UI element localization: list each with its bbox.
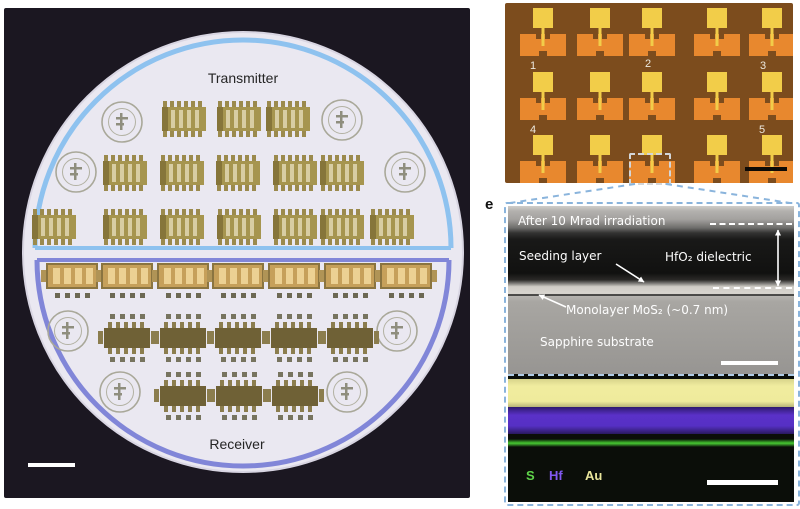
wafer-edge xyxy=(22,31,464,473)
chip-group xyxy=(160,209,204,245)
chip-group xyxy=(321,314,379,362)
thickness-dash-bottom xyxy=(713,287,792,289)
chip-group xyxy=(98,314,156,362)
gold-au-band xyxy=(508,379,794,407)
receiver-label: Receiver xyxy=(209,436,265,452)
device-micrograph: 1 2 3 4 5 xyxy=(505,3,795,185)
mos2-device xyxy=(577,72,623,120)
mos2-device xyxy=(749,8,795,56)
tem-cross-section: After 10 Mrad irradiation Seeding layer … xyxy=(508,206,794,374)
university-seal xyxy=(99,371,141,413)
mos2-device xyxy=(577,135,623,183)
chip-group xyxy=(103,209,147,245)
chip-group xyxy=(370,209,414,245)
chip-group xyxy=(210,372,268,420)
elemental-map: S Hf Au xyxy=(508,374,794,502)
chip-group xyxy=(32,209,76,245)
chip-group xyxy=(209,314,267,362)
thickness-dash-top xyxy=(710,223,792,225)
university-seal xyxy=(326,371,368,413)
mos2-device xyxy=(749,135,795,183)
chip-group xyxy=(217,101,261,137)
mos2-device xyxy=(629,8,675,56)
mos2-device xyxy=(749,72,795,120)
seeding-layer-label: Seeding layer xyxy=(519,249,602,263)
device-number: 4 xyxy=(530,124,536,136)
device-number: 1 xyxy=(530,60,536,72)
chip-group xyxy=(160,155,204,191)
monolayer-arrow xyxy=(538,294,567,308)
sulfur-s-band xyxy=(508,439,794,447)
wafer-photo: Transmitter Receiver xyxy=(4,8,470,498)
chip-group xyxy=(266,101,310,137)
hafnium-hf-band xyxy=(508,407,794,434)
wafer-scale-bar xyxy=(28,463,75,467)
mos2-device xyxy=(520,135,566,183)
mos2-device xyxy=(520,72,566,120)
receiver-arc xyxy=(34,259,452,469)
university-seal xyxy=(101,101,143,143)
device-number: 5 xyxy=(759,124,765,136)
sapphire-substrate-label: Sapphire substrate xyxy=(540,335,654,349)
mos2-device xyxy=(694,135,740,183)
chip-group xyxy=(273,155,317,191)
chip-group xyxy=(96,263,158,298)
mos2-device xyxy=(694,8,740,56)
mos2-device xyxy=(629,135,675,183)
transmitter-label: Transmitter xyxy=(208,70,279,86)
map-scale-bar xyxy=(707,480,778,485)
wafer-illustration: Transmitter Receiver xyxy=(22,31,464,473)
chip-group xyxy=(103,155,147,191)
chip-group xyxy=(207,263,269,298)
transmitter-arc xyxy=(32,37,454,249)
university-seal xyxy=(55,151,97,193)
chip-arrays xyxy=(32,101,437,420)
s-element-label: S xyxy=(526,468,535,483)
university-seals xyxy=(47,99,426,413)
panel-e-label: e xyxy=(485,196,494,213)
device-number: 2 xyxy=(645,58,651,70)
mos2-device xyxy=(520,8,566,56)
zoom-region-box xyxy=(629,153,671,185)
university-seal xyxy=(384,151,426,193)
seeding-arrow xyxy=(615,263,645,283)
micrograph-devices: 1 2 3 4 5 xyxy=(520,8,795,183)
chip-group xyxy=(320,209,364,245)
mos2-device xyxy=(577,8,623,56)
mos2-device xyxy=(629,72,675,120)
au-element-label: Au xyxy=(585,468,603,483)
university-seal xyxy=(47,310,89,352)
irradiation-label: After 10 Mrad irradiation xyxy=(518,214,666,228)
micrograph-scale-bar xyxy=(745,167,787,171)
university-seal xyxy=(321,99,363,141)
tem-scale-bar xyxy=(721,361,778,365)
chip-group xyxy=(320,155,364,191)
chip-group xyxy=(216,155,260,191)
chip-group xyxy=(154,372,212,420)
chip-group xyxy=(266,372,324,420)
monolayer-mos2-label: Monolayer MoS₂ (~0.7 nm) xyxy=(566,303,729,317)
panel-e: After 10 Mrad irradiation Seeding layer … xyxy=(504,202,800,506)
mos2-device xyxy=(694,72,740,120)
chip-group xyxy=(375,263,437,298)
chip-group xyxy=(273,209,317,245)
mos2-layer-line xyxy=(508,294,794,296)
university-seal xyxy=(376,310,418,352)
hfo2-dielectric-label: HfO₂ dielectric xyxy=(665,250,752,264)
chip-group xyxy=(152,263,214,298)
chip-group xyxy=(162,101,206,137)
chip-group xyxy=(319,263,381,298)
hf-element-label: Hf xyxy=(549,468,563,483)
chip-group xyxy=(265,314,323,362)
chip-group xyxy=(217,209,261,245)
chip-group xyxy=(41,263,103,298)
device-number: 3 xyxy=(760,60,766,72)
